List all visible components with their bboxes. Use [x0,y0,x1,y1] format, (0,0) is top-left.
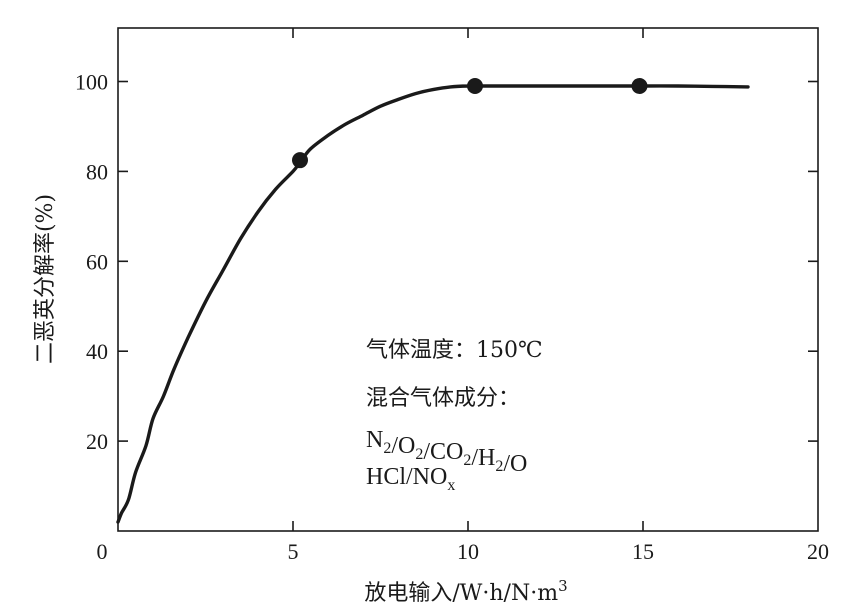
data-point-marker [631,77,648,94]
annotation-formula-line1: N2/O2/CO2/H2/O [366,427,527,477]
y-tick-label: 40 [86,339,108,364]
annotation-formula-line2: HCl/NOx [366,464,455,494]
x-tick-label: 5 [288,539,299,564]
data-markers [292,77,648,169]
x-axis-title: 放电输入/W·h/N·m3 [364,577,567,606]
annotation-mix-title: 混合气体成分： [366,386,520,411]
y-tick-label: 100 [75,70,108,95]
y-tick-label: 80 [86,159,108,184]
annotation-gas-temperature: 气体温度：150℃ [366,338,543,363]
y-axis-ticks: 20 40 60 80 100 [75,70,818,454]
y-tick-label: 20 [86,429,108,454]
x-tick-label: 0 [97,539,108,564]
x-tick-label: 20 [807,539,829,564]
x-axis-ticks: 0 5 10 15 20 [97,28,829,564]
x-tick-label: 15 [632,539,654,564]
series-line [116,84,750,524]
x-tick-label: 10 [457,539,479,564]
data-point-marker [467,77,483,94]
data-point-marker [292,152,308,169]
y-axis-title: 二恶英分解率(%) [33,194,58,364]
y-tick-label: 60 [86,249,108,274]
